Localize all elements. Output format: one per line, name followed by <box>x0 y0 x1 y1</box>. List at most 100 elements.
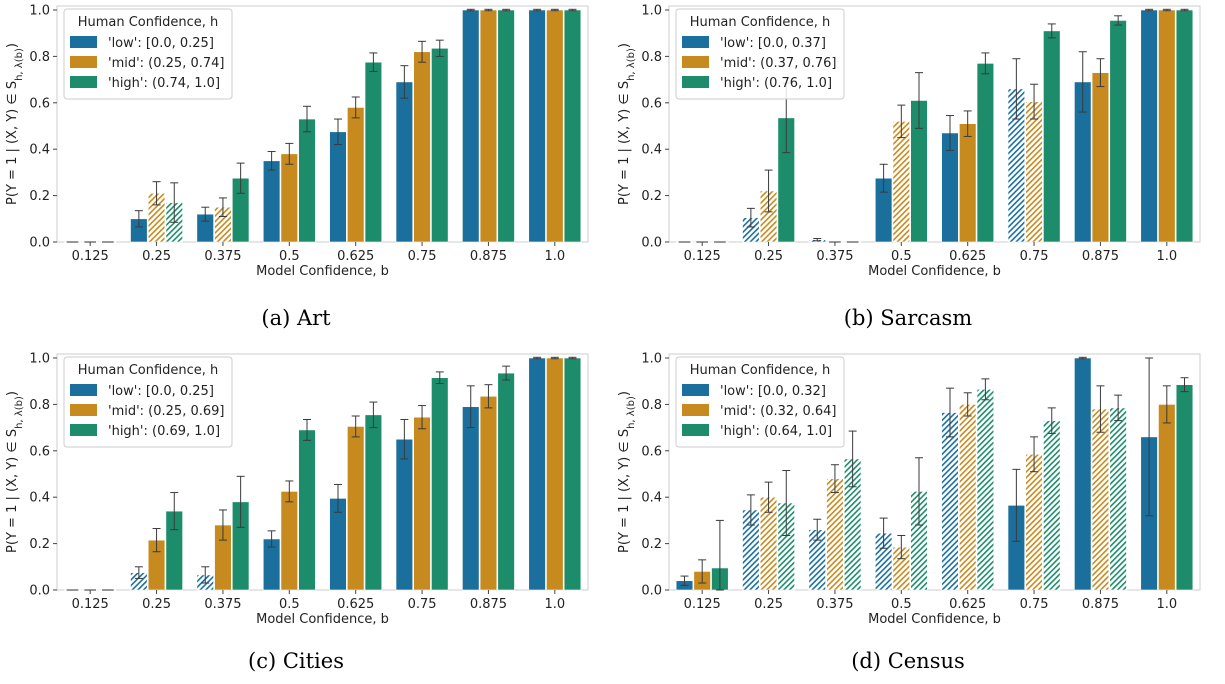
bar <box>479 395 498 591</box>
bar <box>976 389 995 591</box>
bar <box>528 9 546 243</box>
y-axis-label: P(Y = 1 | (X, Y) ∈ Sh, λ(b)) <box>617 43 637 205</box>
legend-box <box>63 356 233 448</box>
y-tick-label: 0.8 <box>29 398 50 413</box>
x-tick-label: 0.125 <box>684 249 721 264</box>
legend-entry: 'mid': (0.25, 0.74] <box>108 56 225 71</box>
legend-entry: 'high': (0.76, 1.0] <box>720 76 832 91</box>
legend-swatch <box>682 404 709 416</box>
legend-box <box>675 356 845 448</box>
bar <box>1109 407 1127 591</box>
x-axis-label: Model Confidence, b <box>256 612 389 627</box>
x-tick-label: 0.875 <box>1082 249 1119 264</box>
x-tick-label: 1.0 <box>544 249 565 264</box>
bar <box>1140 9 1158 243</box>
x-tick-label: 0.125 <box>684 597 721 612</box>
legend-swatch <box>682 76 709 88</box>
y-tick-label: 0.2 <box>29 189 50 204</box>
bar <box>462 406 480 591</box>
x-tick-label: 1.0 <box>1156 597 1177 612</box>
bar <box>941 412 959 591</box>
bar <box>959 404 977 591</box>
y-tick-label: 0.6 <box>641 444 662 459</box>
bar <box>1091 408 1110 591</box>
legend-box <box>63 8 233 100</box>
bar <box>462 9 480 243</box>
legend-title: Human Confidence, h <box>78 363 219 378</box>
legend-entry: 'low': [0.0, 0.37] <box>720 36 826 51</box>
bar <box>364 61 383 243</box>
x-tick-label: 0.25 <box>142 597 171 612</box>
x-tick-label: 1.0 <box>1156 249 1177 264</box>
bar <box>395 438 414 591</box>
y-axis-label: P(Y = 1 | (X, Y) ∈ Sh, λ(b)) <box>5 43 25 205</box>
x-tick-label: 0.5 <box>891 597 912 612</box>
y-axis-label: P(Y = 1 | (X, Y) ∈ Sh, λ(b)) <box>5 391 25 553</box>
chart-census: 0.0 0.2 0.4 0.6 0.8 1.0 0.125 0.25 0.375 0.5 0.625… <box>617 352 1201 627</box>
y-tick-label: 1.0 <box>641 4 662 19</box>
bar <box>1175 384 1194 591</box>
x-tick-label: 0.125 <box>72 249 109 264</box>
bar <box>497 9 515 243</box>
x-tick-label: 0.5 <box>279 597 300 612</box>
bar <box>431 377 449 591</box>
x-tick-label: 0.875 <box>470 597 507 612</box>
caption-sarcasm: (b) Sarcasm <box>843 306 973 330</box>
y-tick-label: 0.0 <box>29 236 50 251</box>
bar <box>298 118 316 243</box>
bar <box>1043 420 1061 591</box>
x-tick-label: 0.25 <box>142 249 171 264</box>
bar <box>546 9 564 243</box>
bar <box>1043 30 1061 243</box>
legend-entry: 'mid': (0.25, 0.69] <box>108 404 225 419</box>
legend-entry: 'low': [0.0, 0.25] <box>108 384 214 399</box>
x-tick-label: 0.125 <box>72 597 109 612</box>
legend-swatch <box>70 76 97 88</box>
bar <box>528 357 546 591</box>
legend-entry: 'high': (0.64, 1.0] <box>720 424 832 439</box>
bar <box>329 131 347 243</box>
bar <box>347 107 365 243</box>
bar <box>1158 9 1176 243</box>
bar <box>431 47 449 243</box>
bar <box>280 491 298 591</box>
bar <box>546 357 564 591</box>
y-tick-label: 0.6 <box>641 96 662 111</box>
bar <box>1175 9 1194 243</box>
legend-swatch <box>70 424 97 436</box>
y-tick-label: 0.4 <box>641 491 662 506</box>
x-axis-label: Model Confidence, b <box>868 612 1001 627</box>
chart-cities: 0.0 0.2 0.4 0.6 0.8 1.0 0.125 0.25 0.375 0.5 0.625… <box>5 352 589 627</box>
y-tick-label: 0.4 <box>29 143 50 158</box>
legend-entry: 'mid': (0.32, 0.64] <box>720 404 837 419</box>
x-tick-label: 0.75 <box>1020 249 1049 264</box>
x-tick-label: 0.375 <box>204 597 241 612</box>
x-axis-label: Model Confidence, b <box>256 264 389 279</box>
bar <box>413 416 431 591</box>
y-tick-label: 0.8 <box>641 50 662 65</box>
x-tick-label: 0.25 <box>754 597 783 612</box>
x-tick-label: 0.375 <box>204 249 241 264</box>
x-tick-label: 0.75 <box>408 597 437 612</box>
x-tick-label: 0.625 <box>337 597 374 612</box>
chart-art: 0.0 0.2 0.4 0.6 0.8 1.0 0.125 0.25 0.375 0.5 0.625… <box>5 4 589 279</box>
y-tick-label: 0.2 <box>641 189 662 204</box>
legend-entry: 'high': (0.69, 1.0] <box>108 424 220 439</box>
legend-swatch <box>70 56 97 68</box>
y-tick-label: 0.2 <box>29 537 50 552</box>
bar <box>262 160 281 243</box>
y-axis-label: P(Y = 1 | (X, Y) ∈ Sh, λ(b)) <box>617 391 637 553</box>
bar <box>1025 101 1043 243</box>
legend-swatch <box>682 384 709 396</box>
bar <box>1158 404 1176 591</box>
y-tick-label: 0.0 <box>29 584 50 599</box>
legend-swatch <box>70 384 97 396</box>
bar <box>563 9 582 243</box>
y-tick-label: 1.0 <box>29 4 50 19</box>
x-axis-label: Model Confidence, b <box>868 264 1001 279</box>
x-tick-label: 0.5 <box>891 249 912 264</box>
bar <box>364 414 383 591</box>
bar <box>479 9 498 243</box>
legend-swatch <box>682 424 709 436</box>
y-tick-label: 0.2 <box>641 537 662 552</box>
